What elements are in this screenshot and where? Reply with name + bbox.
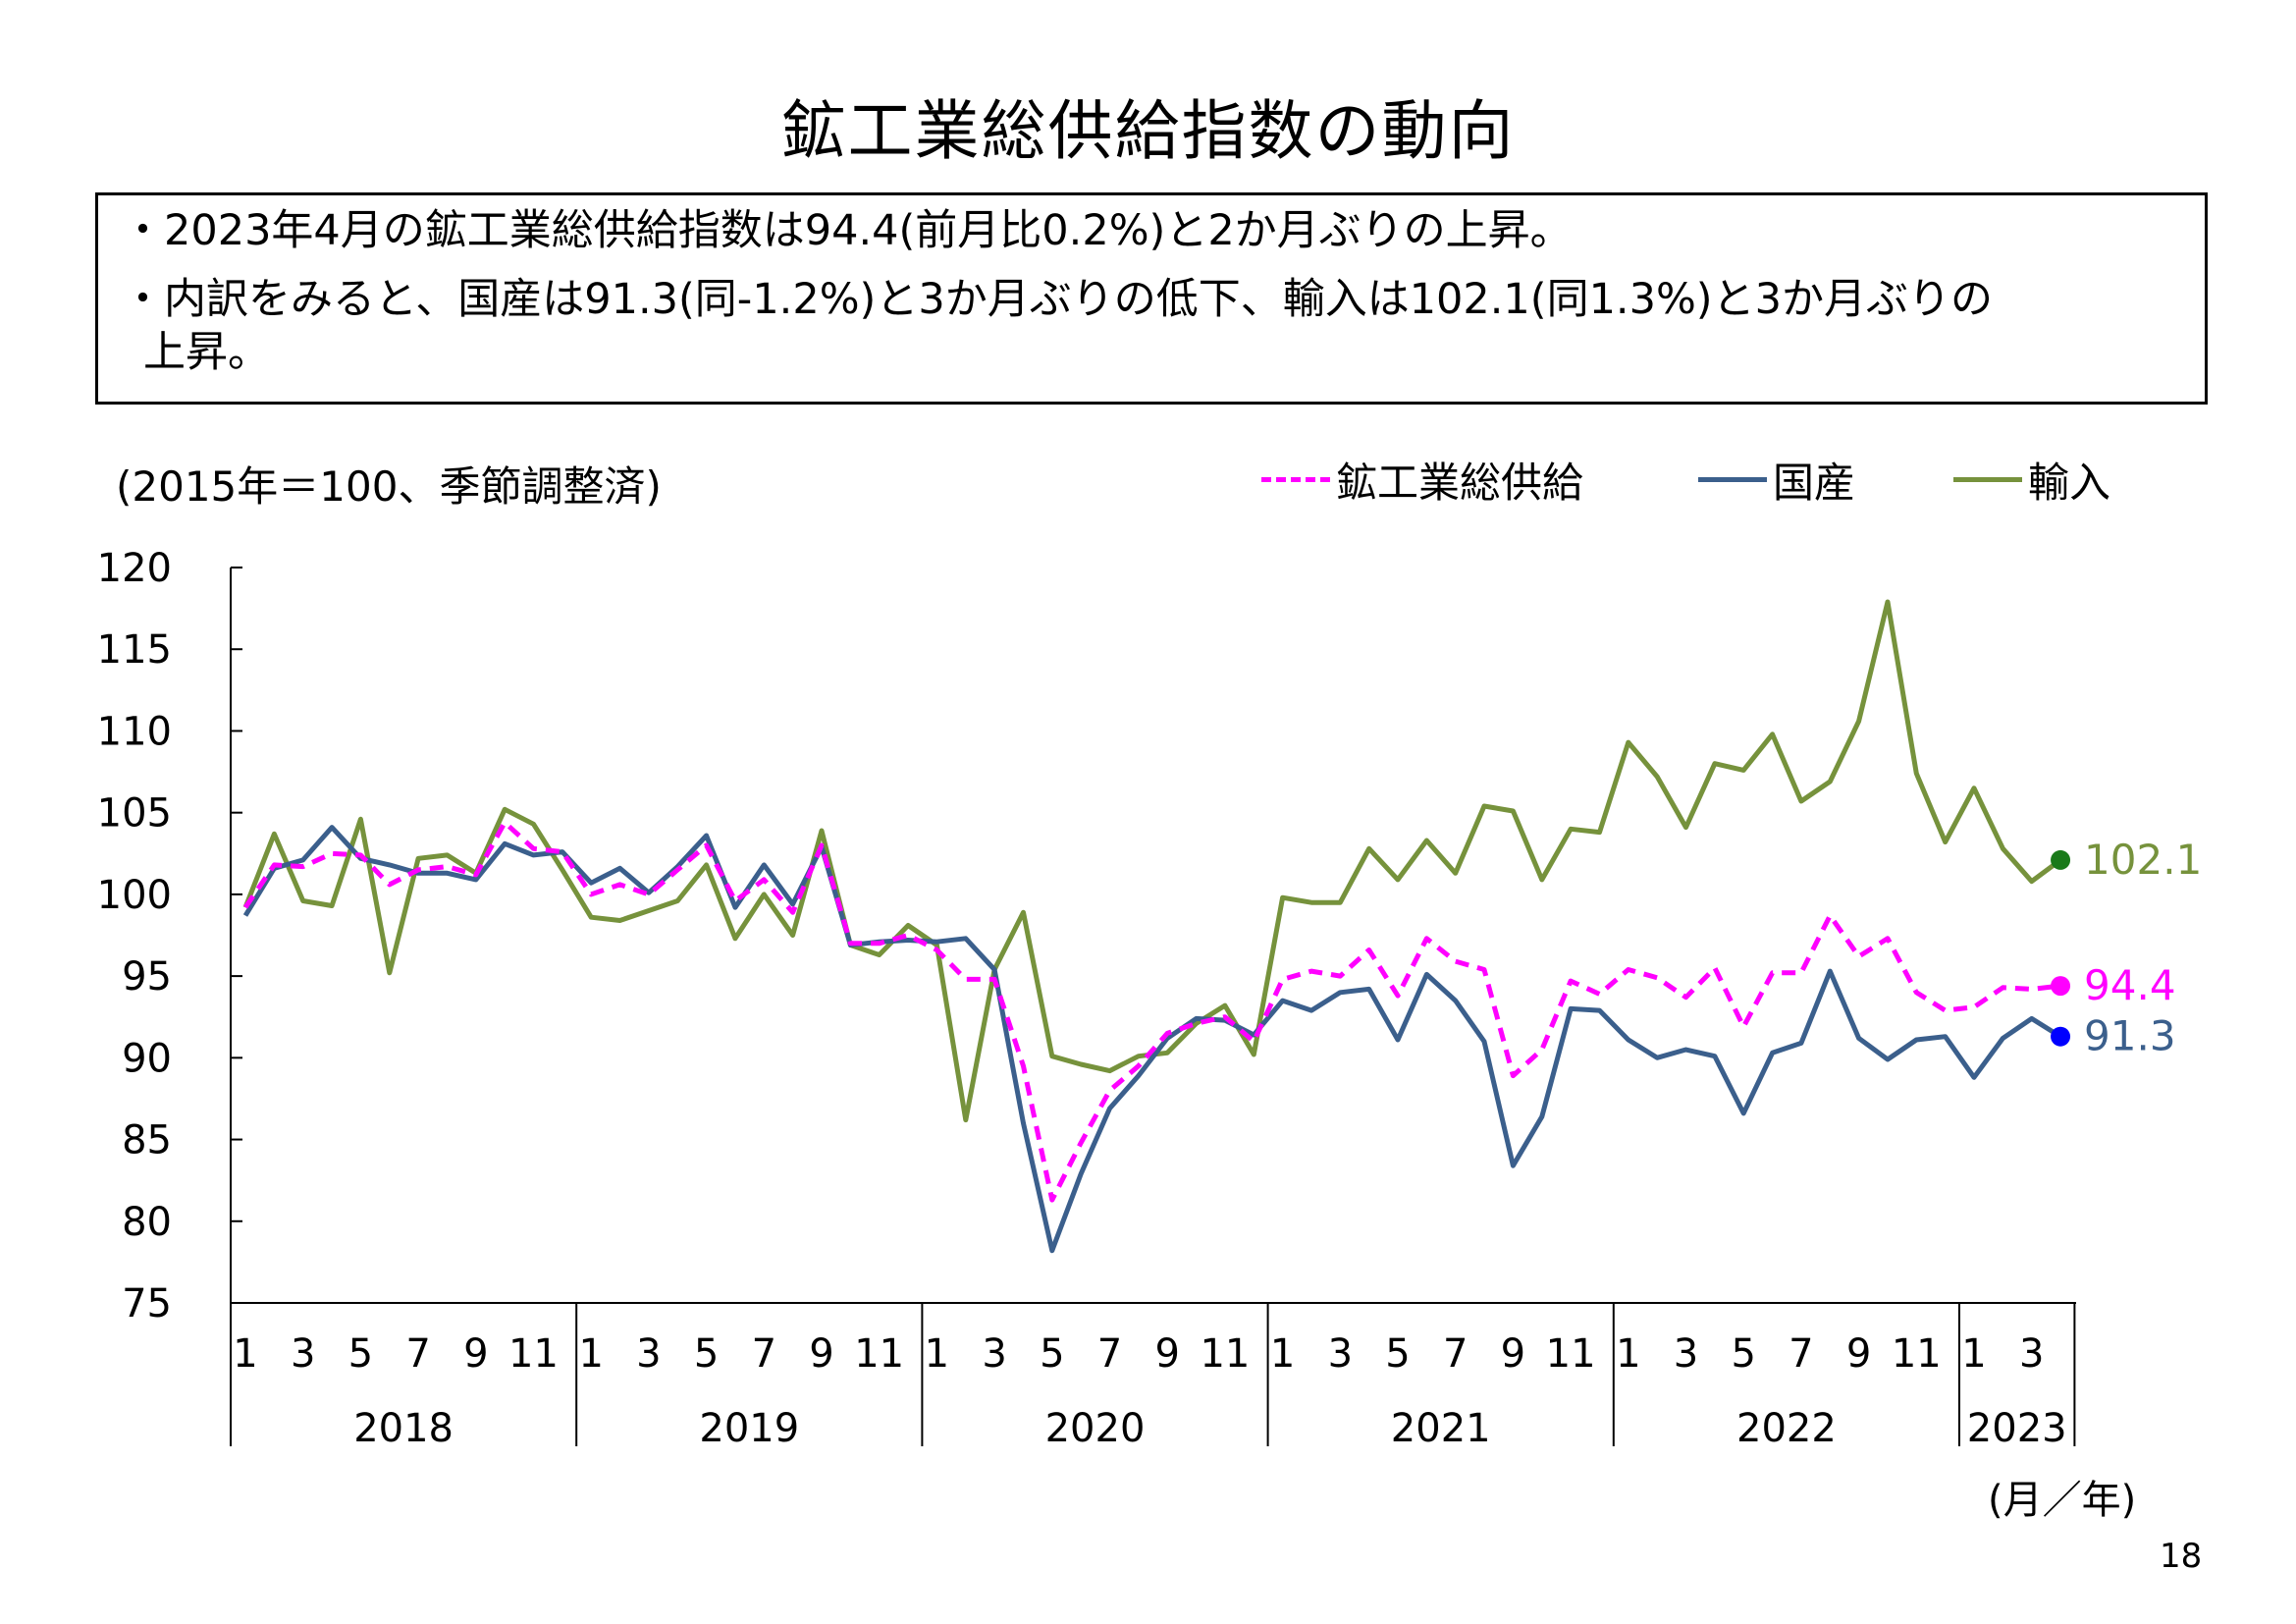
- series-line-import: [242, 599, 2062, 1123]
- x-month-label: 11: [1892, 1331, 1942, 1377]
- x-month-label: 7: [1097, 1331, 1122, 1377]
- x-month-label: 9: [463, 1331, 488, 1377]
- y-tick-label: 75: [122, 1281, 172, 1326]
- x-month-label: 3: [1328, 1331, 1353, 1377]
- x-month-label: 5: [348, 1331, 373, 1377]
- legend-item-total: 鉱工業総供給: [1261, 450, 1583, 510]
- summary-line-3: 上昇。: [143, 328, 270, 377]
- y-tick-label: 100: [97, 873, 172, 918]
- page-title: 鉱工業総供給指数の動向: [780, 93, 1516, 169]
- unit-label: (2015年＝100、季節調整済): [116, 462, 662, 511]
- x-month-label: 1: [925, 1331, 949, 1377]
- x-month-label: 9: [1501, 1331, 1525, 1377]
- x-month-label: 7: [405, 1331, 430, 1377]
- x-month-label: 3: [982, 1331, 1006, 1377]
- summary-line-1: ・2023年4月の鉱工業総供給指数は94.4(前月比0.2%)と2か月ぶりの上昇…: [122, 206, 1573, 255]
- x-month-label: 9: [1154, 1331, 1179, 1377]
- x-month-label: 1: [1270, 1331, 1295, 1377]
- legend-label-domestic: 国産: [1773, 459, 1856, 507]
- x-month-label: 5: [694, 1331, 719, 1377]
- x-month-label: 3: [2019, 1331, 2044, 1377]
- x-month-label: 11: [1546, 1331, 1596, 1377]
- summary-box: ・2023年4月の鉱工業総供給指数は94.4(前月比0.2%)と2か月ぶりの上昇…: [95, 192, 2208, 405]
- end-marker-import: [2051, 849, 2071, 870]
- x-year-label: 2022: [1736, 1406, 1837, 1451]
- x-month-label: 5: [1385, 1331, 1410, 1377]
- series-line-domestic: [242, 825, 2062, 1254]
- y-tick-label: 80: [122, 1200, 172, 1245]
- end-label-import: 102.1: [2084, 836, 2202, 884]
- x-month-label: 7: [1789, 1331, 1813, 1377]
- y-tick-label: 85: [122, 1118, 172, 1164]
- legend-swatch-domestic: [1698, 477, 1767, 482]
- y-tick-label: 90: [122, 1036, 172, 1081]
- y-tick-label: 110: [97, 709, 172, 754]
- x-year-label: 2018: [353, 1406, 454, 1451]
- x-axis-unit: (月／年): [1988, 1478, 2137, 1523]
- x-month-label: 7: [752, 1331, 776, 1377]
- x-month-label: 11: [854, 1331, 904, 1377]
- x-month-label: 3: [1674, 1331, 1698, 1377]
- x-month-label: 1: [233, 1331, 257, 1377]
- x-month-label: 3: [291, 1331, 315, 1377]
- legend-item-import: 輸入: [1953, 450, 2110, 510]
- x-year-label: 2019: [699, 1406, 799, 1451]
- series-line-total: [242, 820, 2061, 1203]
- end-label-total: 94.4: [2084, 961, 2176, 1009]
- x-month-label: 3: [636, 1331, 661, 1377]
- x-year-label: 2023: [1967, 1406, 2067, 1451]
- page-number: 18: [2160, 1537, 2203, 1576]
- x-month-label: 5: [1731, 1331, 1755, 1377]
- x-month-label: 1: [578, 1331, 603, 1377]
- end-marker-total: [2051, 976, 2071, 997]
- x-month-label: 7: [1443, 1331, 1468, 1377]
- x-month-label: 1: [1961, 1331, 1986, 1377]
- y-tick-label: 120: [97, 546, 172, 591]
- summary-line-2: ・内訳をみると、国産は91.3(同-1.2%)と3か月ぶりの低下、輸入は102.…: [122, 275, 1993, 324]
- legend-swatch-import: [1953, 477, 2022, 482]
- y-tick-label: 115: [97, 627, 172, 673]
- end-label-domestic: 91.3: [2084, 1012, 2176, 1060]
- legend-label-total: 鉱工業総供給: [1336, 459, 1584, 507]
- y-tick-label: 105: [97, 791, 172, 837]
- x-month-label: 11: [508, 1331, 559, 1377]
- x-month-label: 5: [1040, 1331, 1064, 1377]
- y-tick-label: 95: [122, 954, 172, 1000]
- x-year-label: 2021: [1391, 1406, 1491, 1451]
- end-marker-domestic: [2051, 1026, 2071, 1047]
- x-month-label: 11: [1200, 1331, 1250, 1377]
- x-month-label: 9: [809, 1331, 833, 1377]
- legend-swatch-total: [1261, 477, 1330, 482]
- x-year-label: 2020: [1045, 1406, 1146, 1451]
- x-month-label: 1: [1616, 1331, 1640, 1377]
- legend-label-import: 輸入: [2028, 459, 2111, 507]
- legend-item-domestic: 国産: [1698, 450, 1855, 510]
- x-month-label: 9: [1846, 1331, 1871, 1377]
